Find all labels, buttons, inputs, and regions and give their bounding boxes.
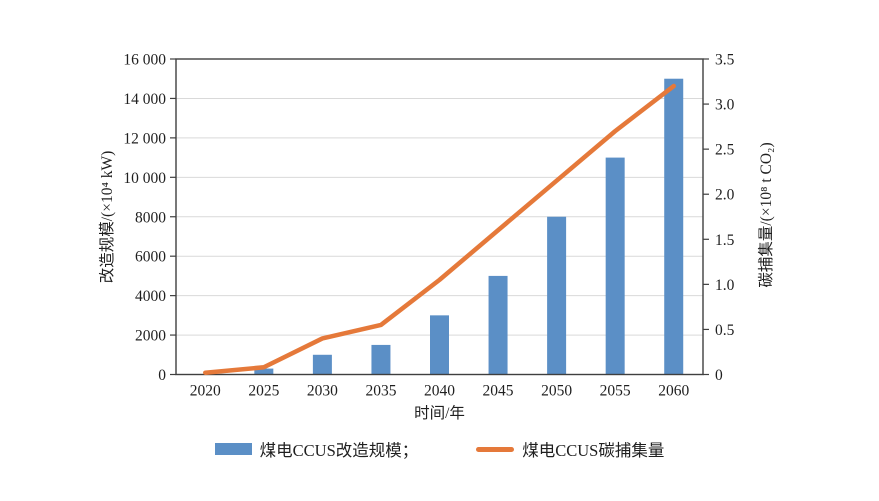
x-tick-label: 2020	[190, 383, 221, 400]
bar-2030	[312, 354, 332, 375]
legend-item-carbon-capture: 煤电CCUS碳捕集量	[476, 437, 664, 461]
right-tick-label: 0.5	[715, 322, 735, 339]
x-tick-label: 2045	[483, 383, 514, 400]
bar-2040	[430, 315, 449, 375]
left-tick-label: 16 000	[123, 52, 166, 69]
bar-2035	[371, 344, 391, 375]
x-tick-label: 2035	[365, 383, 396, 400]
legend: 煤电CCUS改造规模； 煤电CCUS碳捕集量	[0, 437, 879, 461]
left-tick-label: 4000	[135, 288, 166, 305]
right-tick-label: 1.5	[715, 232, 735, 249]
legend-label-retrofit-scale: 煤电CCUS改造规模；	[259, 441, 419, 460]
right-tick-label: 0	[715, 367, 723, 384]
bar-2055	[605, 157, 625, 375]
x-axis-title: 时间/年	[414, 405, 465, 422]
x-tick-label: 2040	[424, 383, 455, 400]
left-tick-label: 14 000	[123, 91, 166, 108]
capture-line-series	[203, 83, 676, 375]
right-tick-label: 3.0	[715, 97, 735, 114]
bar-2025	[254, 368, 274, 375]
bar-series-swatch	[214, 443, 252, 455]
left-tick-label: 0	[158, 367, 166, 384]
left-tick-label: 6000	[135, 249, 166, 266]
legend-item-retrofit-scale: 煤电CCUS改造规模；	[214, 437, 419, 461]
right-tick-label: 3.5	[715, 52, 735, 69]
x-tick-label: 2060	[658, 383, 689, 400]
left-tick-label: 8000	[135, 209, 166, 226]
legend-label-carbon-capture: 煤电CCUS碳捕集量	[522, 441, 665, 460]
x-tick-label: 2055	[600, 383, 631, 400]
x-tick-label: 2030	[307, 383, 338, 400]
bar-2045	[488, 275, 508, 375]
right-tick-label: 1.0	[715, 277, 735, 294]
bar-2050	[547, 216, 567, 375]
right-axis-title: 碳捕集量/(×10⁸ t CO₂)	[758, 142, 775, 288]
left-axis-title: 改造规模/(×10⁴ kW)	[99, 150, 116, 284]
bar-2060	[664, 78, 684, 375]
left-tick-label: 12 000	[123, 130, 166, 147]
left-tick-label: 10 000	[123, 170, 166, 187]
x-tick-label: 2050	[541, 383, 572, 400]
left-tick-label: 2000	[135, 328, 166, 345]
x-tick-label: 2025	[248, 383, 279, 400]
line-series-swatch	[476, 446, 515, 452]
right-tick-label: 2.5	[715, 142, 735, 159]
right-tick-label: 2.0	[715, 187, 735, 204]
